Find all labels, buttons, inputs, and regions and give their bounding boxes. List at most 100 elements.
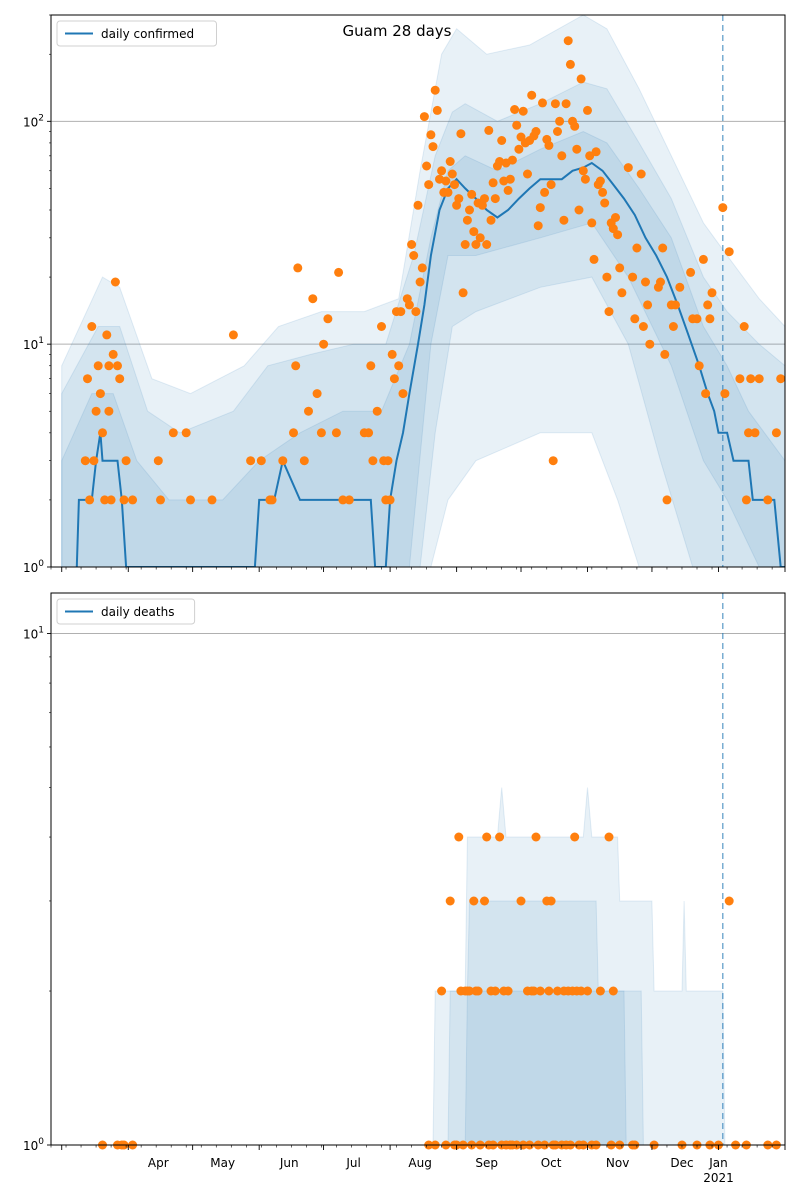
observed-point: [338, 495, 348, 505]
observed-point: [617, 288, 627, 298]
observed-point: [113, 361, 122, 371]
observed-point: [186, 495, 195, 505]
observed-point: [482, 832, 492, 842]
observed-point: [600, 198, 610, 208]
panel-2: 100 101 Apr May Jun Jul Aug Sep Oct Nov Dec Jan2021…: [23, 592, 786, 1185]
observed-point: [80, 456, 90, 466]
observed-point: [656, 277, 665, 287]
observed-point: [604, 307, 614, 317]
observed-point: [503, 986, 513, 996]
observed-point: [578, 166, 588, 176]
observed-point: [595, 986, 605, 996]
x-tick-label: May: [210, 1156, 235, 1170]
observed-point: [739, 322, 749, 331]
observed-point: [445, 896, 455, 906]
observed-point: [456, 129, 466, 139]
observed-point: [559, 215, 569, 225]
x-tick-label: Jan: [708, 1156, 728, 1170]
observed-point: [531, 127, 541, 136]
x-tick-label: Oct: [541, 1156, 562, 1170]
observed-point: [557, 151, 567, 161]
observed-point: [460, 240, 470, 249]
observed-point: [595, 176, 605, 186]
observed-point: [95, 389, 105, 399]
observed-point: [344, 495, 354, 505]
observed-point: [507, 155, 517, 165]
observed-point: [662, 495, 672, 505]
plot-area: [61, 15, 785, 567]
observed-point: [630, 314, 640, 324]
observed-point: [104, 406, 114, 416]
uncertainty-band-1: [61, 130, 785, 567]
observed-point: [372, 406, 382, 416]
x-tick-label: Dec: [670, 1156, 693, 1170]
observed-point: [615, 263, 625, 273]
observed-point: [366, 361, 376, 371]
observed-point: [490, 194, 500, 204]
observed-point: [632, 243, 642, 253]
observed-point: [293, 263, 303, 273]
observed-point: [563, 36, 573, 46]
legend-frame: [56, 598, 196, 625]
observed-point: [289, 428, 298, 438]
observed-point: [119, 495, 129, 505]
observed-point: [608, 986, 618, 996]
observed-point: [613, 230, 623, 240]
observed-point: [718, 203, 728, 213]
observed-point: [763, 495, 773, 505]
observed-point: [415, 277, 425, 287]
observed-point: [744, 428, 753, 438]
observed-point: [323, 314, 333, 324]
observed-point: [686, 267, 696, 277]
observed-point: [735, 374, 745, 384]
legend: daily deaths: [56, 598, 196, 625]
observed-point: [156, 495, 165, 505]
observed-point: [426, 130, 436, 140]
observed-point: [576, 986, 586, 996]
observed-point: [645, 339, 655, 349]
observed-point: [576, 74, 586, 84]
observed-point: [741, 495, 751, 505]
observed-point: [168, 428, 178, 438]
observed-point: [450, 180, 459, 190]
observed-point: [102, 330, 112, 340]
observed-point: [246, 456, 256, 466]
x-tick-label: Sep: [475, 1156, 498, 1170]
observed-point: [308, 294, 318, 304]
observed-point: [598, 187, 608, 197]
observed-point: [454, 832, 464, 842]
observed-point: [490, 986, 500, 996]
legend: daily confirmed: [56, 20, 217, 47]
observed-point: [546, 180, 556, 190]
observed-point: [572, 144, 582, 154]
observed-point: [750, 428, 760, 438]
observed-point: [441, 176, 451, 186]
observed-point: [550, 99, 560, 109]
observed-point: [475, 233, 485, 243]
observed-point: [771, 428, 781, 438]
observed-point: [364, 428, 374, 438]
observed-point: [480, 896, 489, 906]
observed-point: [553, 127, 562, 136]
observed-point: [660, 349, 670, 359]
observed-point: [437, 166, 447, 176]
observed-point: [602, 272, 612, 282]
observed-point: [527, 90, 537, 100]
observed-point: [701, 389, 711, 399]
observed-point: [422, 161, 432, 171]
axes-frame: [50, 14, 786, 568]
observed-point: [385, 495, 395, 505]
observed-point: [623, 163, 633, 173]
observed-point: [587, 218, 597, 228]
axes-frame: [50, 592, 786, 1146]
observed-point: [570, 832, 580, 842]
observed-point: [628, 272, 638, 282]
observed-point: [465, 205, 474, 215]
observed-point: [377, 322, 386, 331]
observed-point: [319, 339, 329, 349]
observed-point: [580, 174, 590, 184]
observed-point: [641, 277, 650, 287]
observed-point: [533, 221, 543, 231]
uncertainty-band-1: [464, 990, 627, 1145]
